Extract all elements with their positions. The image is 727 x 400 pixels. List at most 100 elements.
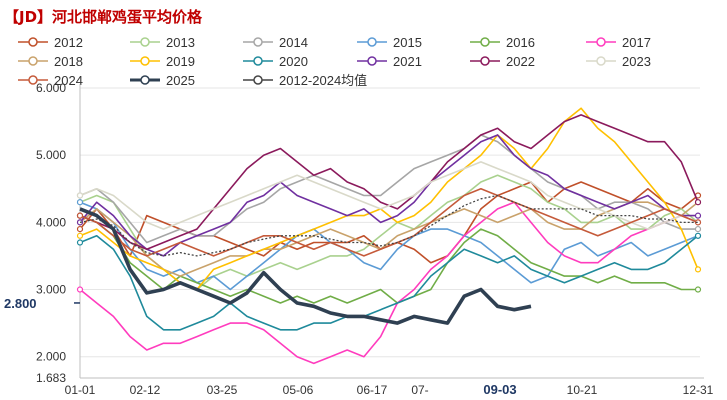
- y-tick-label: 4.000: [36, 215, 66, 229]
- legend-label: 2025: [166, 73, 195, 88]
- legend-item-2023: 2023: [586, 54, 651, 69]
- series-2024: [76, 188, 702, 257]
- series-start-point: [76, 225, 84, 233]
- legend-label: 2013: [166, 35, 195, 50]
- x-tick-label: 05-06: [283, 383, 314, 397]
- legend-item-2016: 2016: [470, 35, 535, 50]
- series-line: [79, 207, 532, 325]
- legend-label: 2012-2024均值: [279, 73, 367, 88]
- series-2019: [76, 107, 702, 291]
- series-line: [79, 201, 699, 277]
- legend-swatch-marker: [28, 37, 38, 47]
- x-tick-label: 03-25: [207, 383, 238, 397]
- series-start-point: [76, 199, 84, 206]
- legend-swatch-marker: [480, 37, 490, 47]
- series-start-point: [76, 192, 84, 199]
- series-2025: [79, 207, 532, 325]
- series-end-point: [694, 286, 702, 293]
- series-line: [79, 201, 699, 291]
- series-start-point: [76, 286, 84, 293]
- series-2012-2024均值: [79, 194, 698, 257]
- series-end-point: [694, 199, 702, 206]
- legend-item-2024: 2024: [18, 73, 83, 88]
- y-axis-ticks: 1.683 2.000 3.000 4.000 5.000 6.000: [36, 81, 66, 385]
- legend-item-2025: 2025: [130, 73, 195, 88]
- legend-label: 2016: [506, 35, 535, 50]
- current-value-marker: 2.800: [4, 296, 80, 311]
- legend-item-2014: 2014: [243, 35, 308, 50]
- series-end-point: [694, 219, 702, 226]
- legend-label: 2017: [622, 35, 651, 50]
- legend-item-2015: 2015: [357, 35, 422, 50]
- legend-swatch-marker: [140, 37, 150, 47]
- legend-label: 2021: [393, 54, 422, 69]
- legend-label: 2020: [279, 54, 308, 69]
- legend-item-2012-2024均值: 2012-2024均值: [243, 73, 367, 88]
- series-line: [79, 235, 699, 331]
- legend-swatch-marker: [28, 75, 38, 85]
- legend-item-2017: 2017: [586, 35, 651, 50]
- legend-item-2012: 2012: [18, 35, 83, 50]
- series-start-point: [76, 232, 84, 239]
- grid: [80, 87, 700, 379]
- legend-item-2013: 2013: [130, 35, 195, 50]
- series-end-point: [694, 266, 702, 273]
- legend-swatch-marker: [253, 75, 263, 85]
- x-axis-ticks: 01-01 02-12 03-25 05-06 06-17 07- 09-03 10-21 12…: [65, 382, 714, 397]
- legend-item-2019: 2019: [130, 54, 195, 69]
- series-start-point: [76, 239, 84, 246]
- current-value-label: 2.800: [4, 296, 37, 311]
- legend-swatch-marker: [253, 37, 263, 47]
- legend-label: 2014: [279, 35, 308, 50]
- series-line: [79, 161, 699, 230]
- y-tick-label: 3.000: [36, 283, 66, 297]
- legend-swatch-marker: [367, 37, 377, 47]
- y-tick-label: 2.000: [36, 350, 66, 364]
- x-tick-label: 01-01: [65, 383, 96, 397]
- y-tick-label: 1.683: [36, 371, 66, 385]
- series-2020: [76, 232, 702, 331]
- series-line: [79, 134, 698, 244]
- series-line: [79, 188, 699, 257]
- chart-title: 【JD】河北邯郸鸡蛋平均价格: [4, 8, 203, 26]
- legend-swatch-marker: [367, 56, 377, 66]
- legend-label: 2024: [54, 73, 83, 88]
- legend-item-2020: 2020: [243, 54, 308, 69]
- series-layer: [76, 107, 702, 365]
- x-tick-label: 02-12: [130, 383, 161, 397]
- legend-swatch-marker: [480, 56, 490, 66]
- x-tick-label: 10-21: [567, 383, 598, 397]
- y-tick-label: 6.000: [36, 81, 66, 95]
- legend-item-2022: 2022: [470, 54, 535, 69]
- x-tick-label: 12-31: [683, 383, 714, 397]
- legend-swatch-marker: [140, 75, 150, 85]
- legend-item-2018: 2018: [18, 54, 83, 69]
- legend-label: 2012: [54, 35, 83, 50]
- legend-label: 2015: [393, 35, 422, 50]
- legend-swatch-marker: [140, 56, 150, 66]
- series-end-point: [694, 212, 702, 219]
- x-tick-label: 09-03: [483, 382, 516, 397]
- series-end-point: [694, 232, 702, 239]
- series-2018: [76, 199, 702, 277]
- series-end-point: [694, 225, 702, 233]
- x-tick-label: 06-17: [357, 383, 388, 397]
- series-line: [79, 214, 698, 304]
- legend-swatch-marker: [596, 56, 606, 66]
- legend-swatch-marker: [253, 56, 263, 66]
- series-line: [79, 107, 699, 291]
- legend-label: 2023: [622, 54, 651, 69]
- x-tick-label: 07-: [411, 383, 428, 397]
- legend-label: 2019: [166, 54, 195, 69]
- legend-swatch-marker: [28, 56, 38, 66]
- legend: 2012 2013 2014 2015 2016 2017 2018 2019 2020 2021…: [18, 35, 651, 88]
- y-tick-label: 5.000: [36, 148, 66, 162]
- series-line: [79, 134, 698, 257]
- series-start-point: [76, 212, 84, 219]
- series-line: [79, 194, 698, 257]
- series-2021: [76, 134, 702, 257]
- legend-swatch-marker: [596, 37, 606, 47]
- legend-label: 2018: [54, 54, 83, 69]
- legend-label: 2022: [506, 54, 535, 69]
